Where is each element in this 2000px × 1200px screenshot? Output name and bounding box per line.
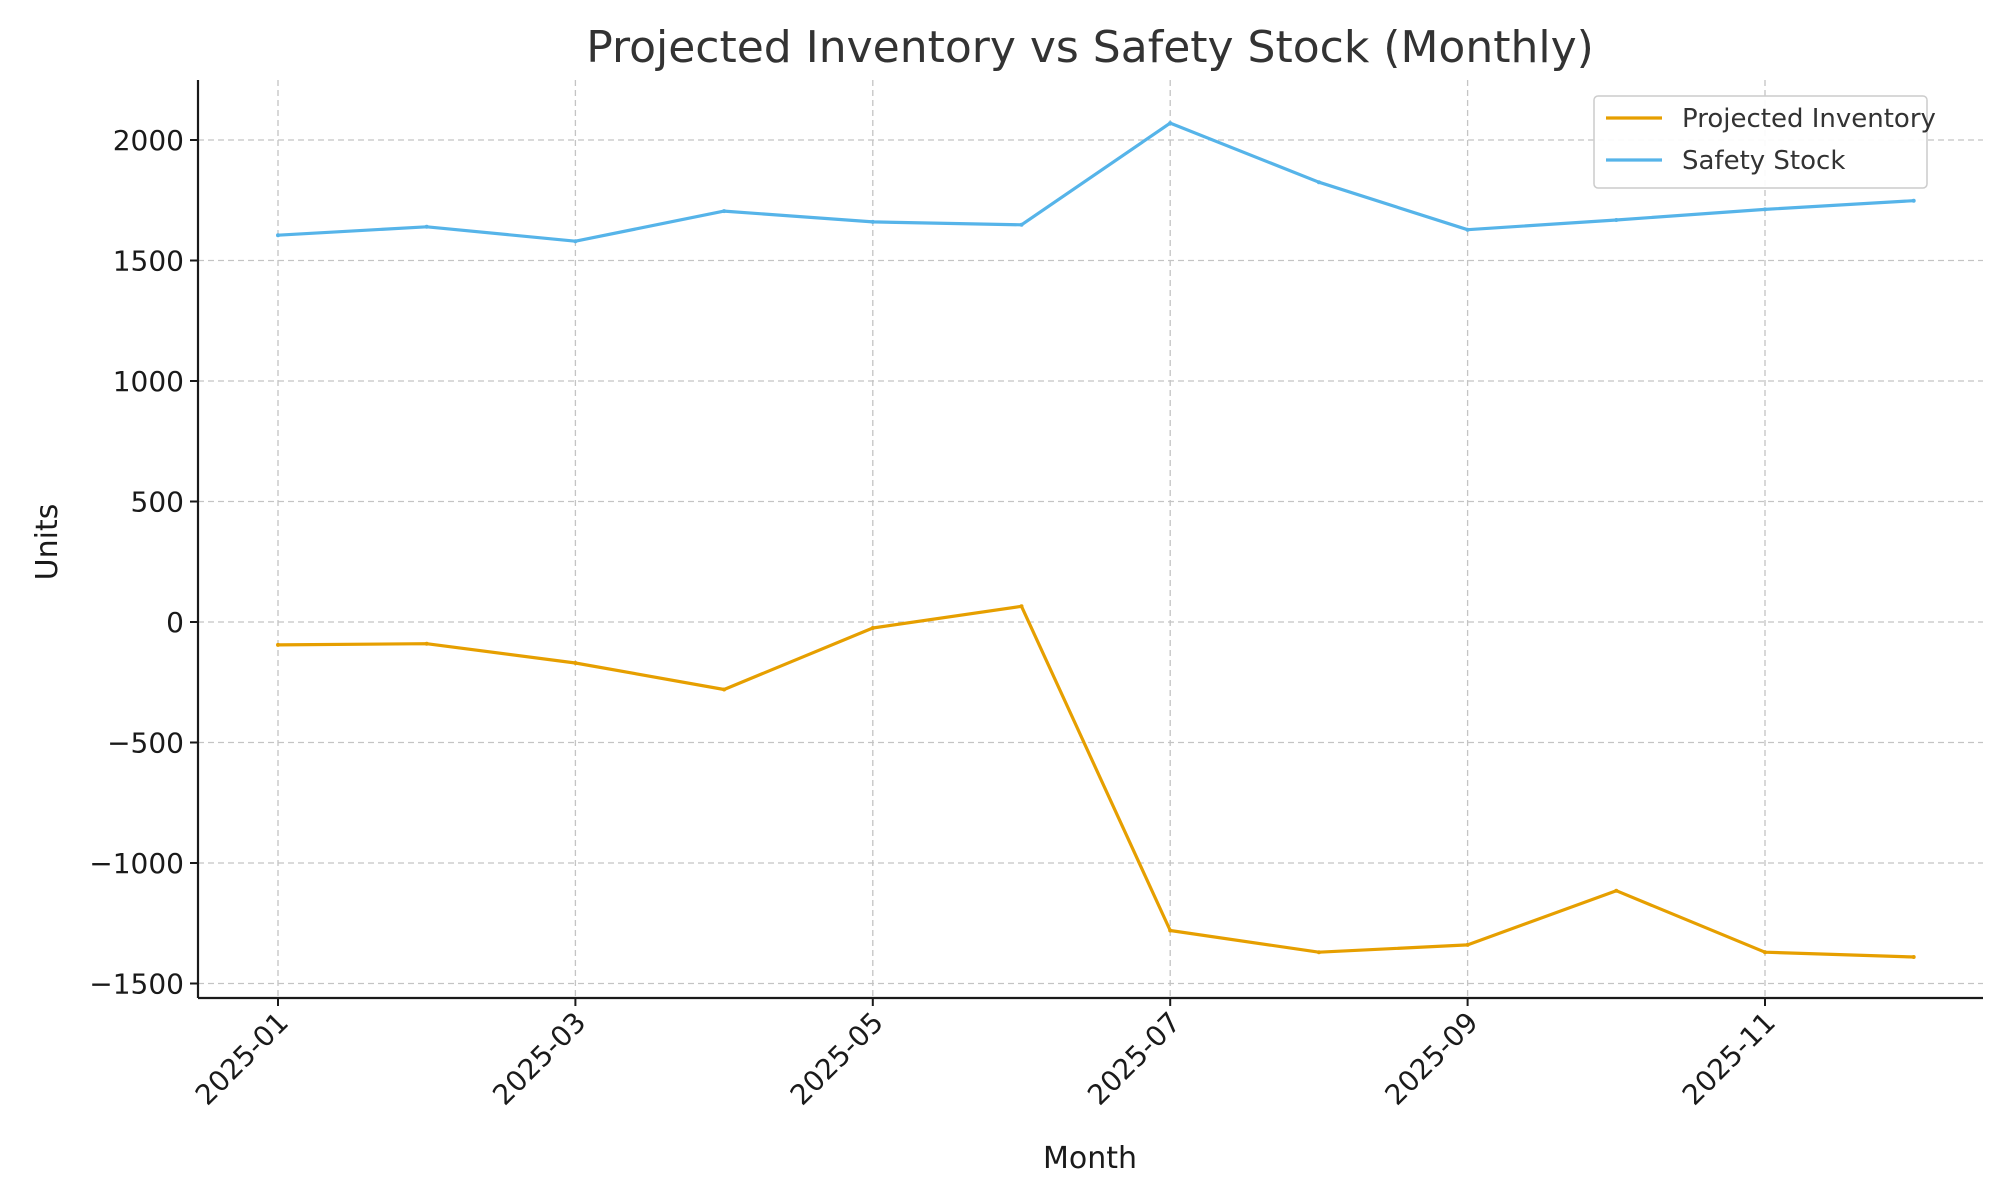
y-tick-label: 500 [131, 486, 184, 519]
y-axis-title: Units [30, 504, 65, 581]
projected-inventory-point [1316, 950, 1321, 955]
projected-inventory-point [424, 641, 429, 646]
y-tick-label: −1500 [89, 968, 184, 1001]
y-tick-label: 1000 [113, 365, 184, 398]
safety-stock-point [1763, 207, 1767, 212]
safety-stock-line [277, 121, 1914, 243]
projected-inventory-point [1168, 928, 1173, 933]
projected-inventory-legend-label: Projected Inventory [1682, 104, 1936, 134]
projected-inventory-point [722, 687, 727, 692]
projected-inventory-line [277, 604, 1914, 959]
y-axis-ticks: 2000 1500 1000 500 0 −500 −1000 −1500 [89, 124, 198, 1001]
x-axis-ticks: 2025-01 2025-03 2025-05 2025-07 2025-09 2025-… [189, 998, 1782, 1112]
projected-inventory-point [573, 661, 578, 665]
x-tick-label: 2025-09 [1378, 1006, 1484, 1112]
projected-inventory-point [276, 642, 280, 647]
x-axis-title: Month [1043, 1141, 1137, 1176]
projected-inventory-point [870, 626, 875, 630]
grid-lines [198, 80, 1983, 998]
projected-inventory-point [1019, 604, 1024, 609]
safety-stock-point [276, 233, 280, 238]
legend-frame [1593, 95, 1928, 189]
safety-stock-point [1019, 222, 1024, 227]
projected-inventory-point [1465, 942, 1470, 947]
x-tick-label: 2025-05 [784, 1006, 890, 1112]
projected-inventory-point [1911, 955, 1916, 959]
y-tick-label: 2000 [113, 124, 184, 157]
y-tick-label: −1000 [89, 847, 184, 880]
safety-stock-point [1614, 218, 1619, 222]
safety-stock-point [1168, 121, 1173, 126]
legend: Projected Inventory Safety Stock [1593, 95, 1936, 189]
safety-stock-point [1465, 227, 1470, 232]
y-tick-label: 0 [166, 606, 184, 639]
series-lines [276, 121, 1916, 959]
safety-stock-point [870, 219, 875, 224]
chart-title: Projected Inventory vs Safety Stock (Mon… [586, 22, 1594, 73]
safety-stock-point [573, 239, 578, 244]
safety-stock-point [722, 209, 727, 214]
projected-inventory-point [1763, 950, 1767, 955]
x-tick-label: 2025-03 [486, 1006, 592, 1112]
projected-inventory-point [1614, 888, 1619, 893]
x-tick-label: 2025-01 [189, 1006, 295, 1112]
x-tick-label: 2025-11 [1676, 1006, 1782, 1112]
safety-stock-point [1911, 198, 1916, 203]
safety-stock-point [1316, 180, 1321, 185]
y-tick-label: −500 [107, 727, 184, 760]
safety-stock-point [424, 224, 429, 229]
y-tick-label: 1500 [113, 245, 184, 278]
x-tick-label: 2025-07 [1081, 1006, 1187, 1112]
safety-stock-legend-label: Safety Stock [1682, 146, 1845, 176]
